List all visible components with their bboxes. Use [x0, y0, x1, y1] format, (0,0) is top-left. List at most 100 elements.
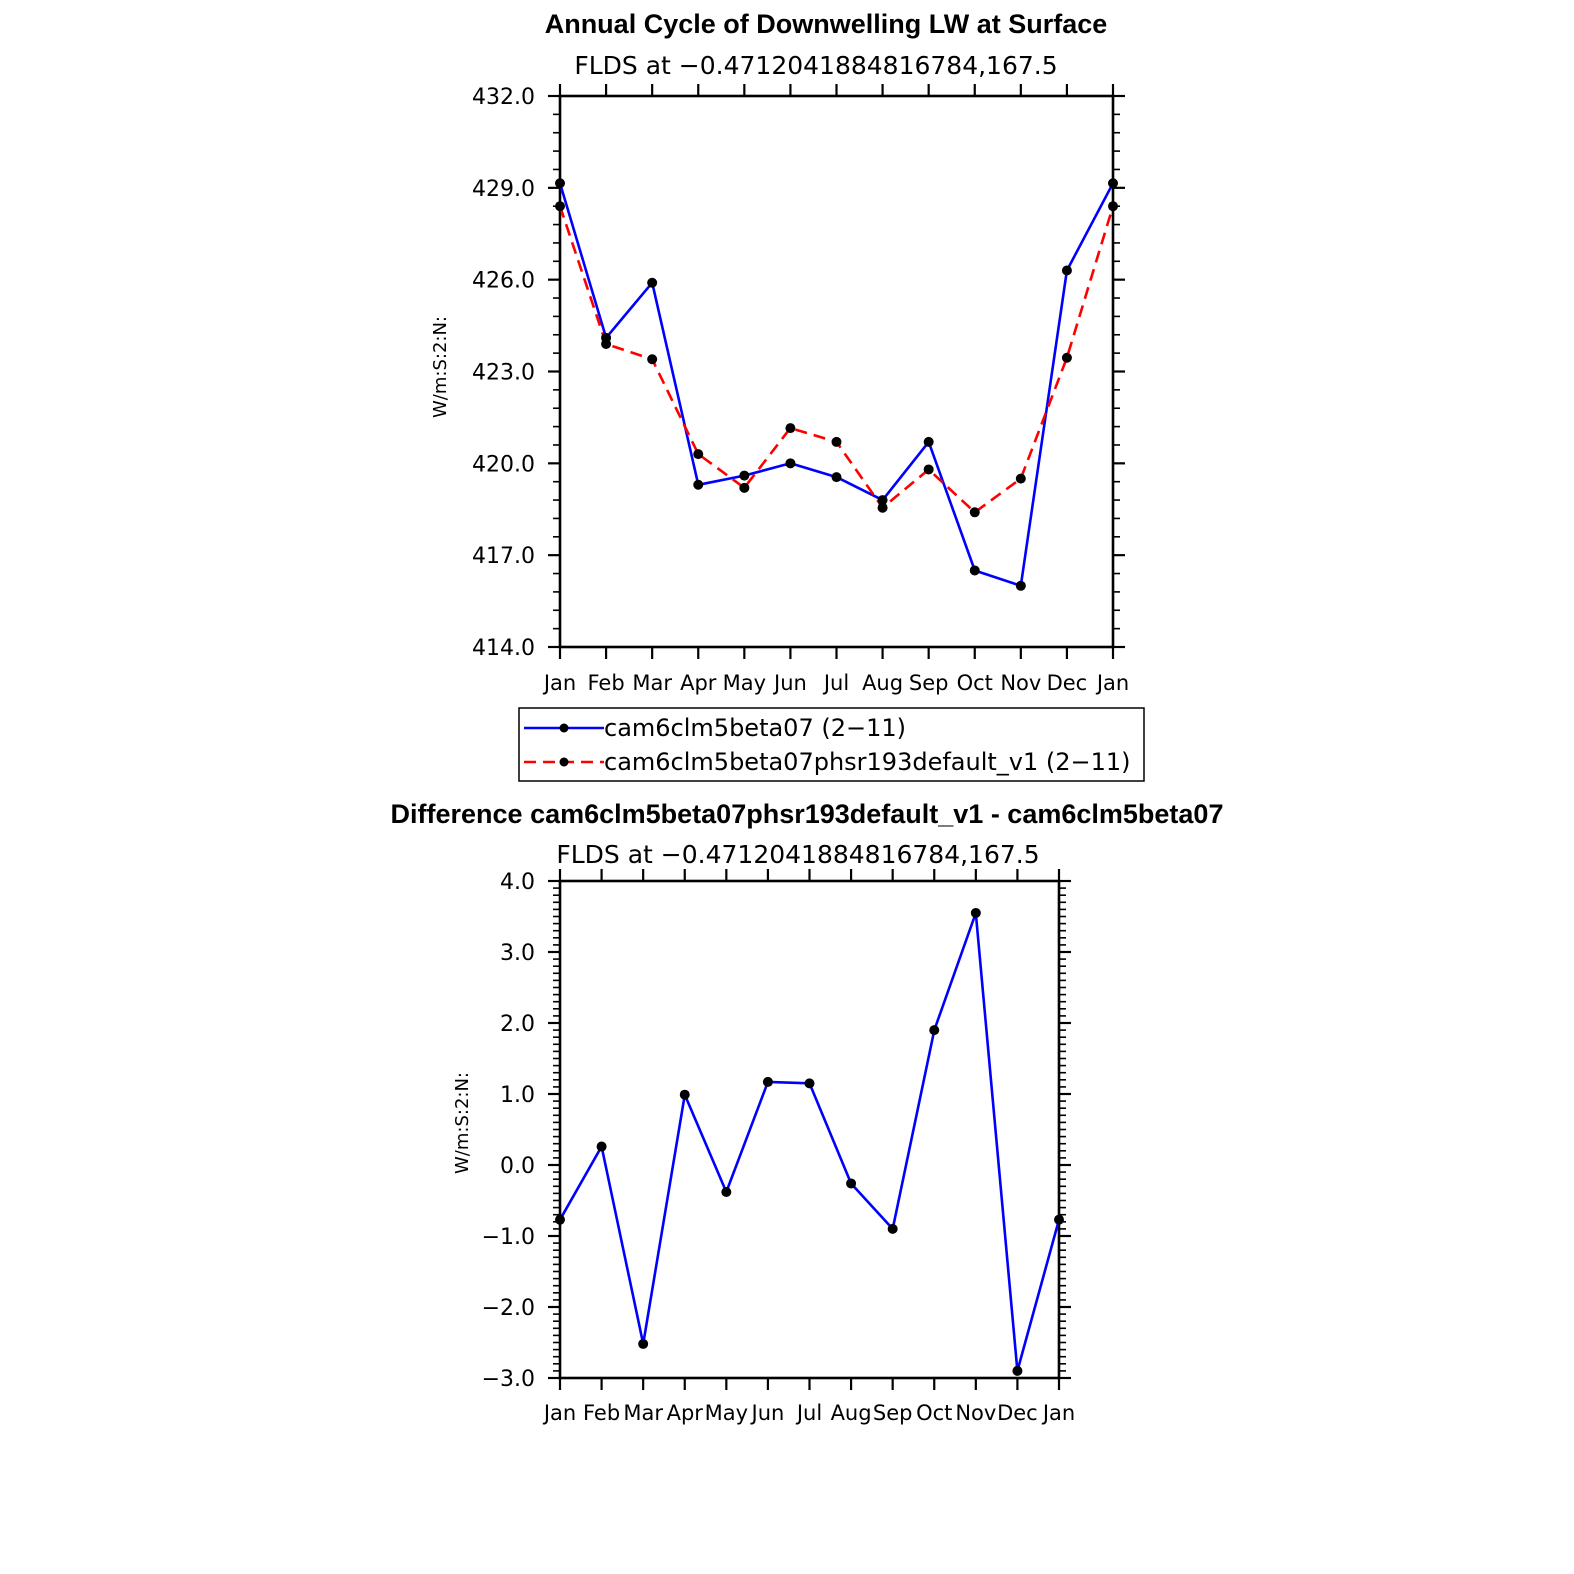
x-tick-label: May	[705, 1401, 748, 1425]
y-tick-label: −3.0	[482, 1367, 535, 1392]
x-tick-label: Nov	[955, 1401, 996, 1425]
x-tick-label: Apr	[667, 1401, 704, 1425]
data-point	[555, 1214, 565, 1225]
x-tick-label: May	[723, 671, 766, 695]
x-tick-label: Mar	[632, 671, 672, 695]
x-tick-label: Sep	[873, 1401, 913, 1425]
data-point	[969, 507, 980, 518]
data-point	[887, 1223, 898, 1234]
x-tick-label: Dec	[1047, 671, 1088, 695]
x-tick-label: Jan	[542, 671, 576, 695]
data-point	[693, 479, 704, 490]
x-tick-label: Jul	[822, 671, 849, 695]
y-tick-label: 1.0	[500, 1083, 535, 1108]
series-line-1	[558, 182, 1115, 588]
y-tick-label: 4.0	[500, 870, 535, 895]
legend-box	[518, 707, 1145, 782]
data-point	[923, 436, 934, 447]
x-tick-label: Dec	[997, 1401, 1038, 1425]
data-point	[1061, 352, 1072, 363]
y-tick-label: −2.0	[482, 1296, 535, 1321]
data-point	[1108, 178, 1118, 189]
chart-subtitle: FLDS at −0.4712041884816784,167.5	[556, 840, 1039, 869]
x-tick-label: Jul	[795, 1401, 822, 1425]
data-point	[638, 1338, 649, 1349]
chart-title: Annual Cycle of Downwelling LW at Surfac…	[545, 9, 1108, 39]
legend-marker-2	[559, 757, 569, 767]
plot-area: 4.0 3.0 2.0 1.0 0.0 −1.0 −2.0 −3.0 Jan Feb Mar Apr M…	[482, 869, 1075, 1425]
x-tick-label: Nov	[1000, 671, 1041, 695]
data-point	[596, 1141, 607, 1152]
series-layer	[555, 907, 1064, 1376]
data-point	[601, 338, 612, 349]
data-point	[555, 178, 565, 189]
data-point	[831, 472, 842, 483]
series-line-2	[558, 205, 1115, 514]
data-point	[1015, 473, 1026, 484]
legend-label-2: cam6clm5beta07phsr193default_v1 (2−11)	[604, 748, 1131, 776]
y-tick-label: 429.0	[472, 177, 535, 202]
data-point	[1061, 265, 1072, 276]
data-point	[929, 1025, 940, 1036]
x-tick-label: Oct	[957, 671, 993, 695]
series-line-1	[558, 911, 1061, 1373]
legend-marker-1	[559, 723, 569, 733]
chart-subtitle: FLDS at −0.4712041884816784,167.5	[574, 51, 1057, 80]
y-tick-label: 417.0	[472, 544, 535, 569]
x-tick-label: Jun	[750, 1401, 785, 1425]
data-point	[877, 495, 888, 506]
x-tick-label: Feb	[587, 671, 624, 695]
x-tick-label: Aug	[831, 1401, 872, 1425]
data-point	[693, 449, 704, 460]
series-layer	[555, 178, 1118, 591]
y-tick-label: 0.0	[500, 1154, 535, 1179]
legend: cam6clm5beta07 (2−11) cam6clm5beta07phsr…	[518, 707, 1145, 782]
y-tick-label: 432.0	[472, 85, 535, 110]
difference-chart: Difference cam6clm5beta07phsr193default_…	[391, 799, 1224, 1425]
legend-label-1: cam6clm5beta07 (2−11)	[604, 714, 906, 742]
x-tick-label: Feb	[583, 1401, 620, 1425]
data-point	[721, 1186, 732, 1197]
y-axis-label: W/m:S:2:N:	[430, 316, 451, 418]
data-point	[804, 1078, 815, 1089]
chart-title: Difference cam6clm5beta07phsr193default_…	[391, 799, 1224, 829]
data-point	[970, 907, 981, 918]
data-point	[679, 1089, 690, 1100]
data-point	[1108, 201, 1118, 212]
x-tick-label: Jan	[1095, 671, 1129, 695]
x-tick-label: Jan	[542, 1401, 576, 1425]
x-tick-label: Oct	[916, 1401, 952, 1425]
x-tick-label: Aug	[862, 671, 903, 695]
x-tick-label: Mar	[623, 1401, 663, 1425]
x-tick-label: Apr	[680, 671, 717, 695]
y-tick-label: −1.0	[482, 1225, 535, 1250]
annual-cycle-chart: Annual Cycle of Downwelling LW at Surfac…	[430, 9, 1145, 782]
data-point	[647, 354, 658, 365]
y-tick-label: 420.0	[472, 452, 535, 477]
plot-frame	[558, 94, 1115, 649]
data-point	[1054, 1214, 1064, 1225]
data-point	[555, 201, 565, 212]
data-point	[647, 277, 658, 288]
data-point	[785, 458, 796, 469]
x-tick-label: Sep	[909, 671, 949, 695]
y-tick-label: 2.0	[500, 1012, 535, 1037]
data-point	[1015, 580, 1026, 591]
plot-area: 432.0 429.0 426.0 423.0 420.0 417.0 414.0 Jan Fe…	[472, 84, 1129, 695]
y-tick-label: 414.0	[472, 636, 535, 661]
y-tick-label: 426.0	[472, 269, 535, 294]
data-point	[739, 482, 750, 493]
y-axis-label: W/m:S:2:N:	[452, 1072, 473, 1174]
x-tick-label: Jan	[1041, 1401, 1075, 1425]
data-point	[831, 436, 842, 447]
x-tick-label: Jun	[772, 671, 807, 695]
data-point	[785, 423, 796, 434]
data-point	[846, 1178, 857, 1189]
data-point	[969, 565, 980, 576]
y-tick-label: 423.0	[472, 361, 535, 386]
data-point	[739, 470, 750, 481]
data-point	[1012, 1365, 1023, 1376]
y-tick-label: 3.0	[500, 941, 535, 966]
data-point	[877, 502, 888, 513]
